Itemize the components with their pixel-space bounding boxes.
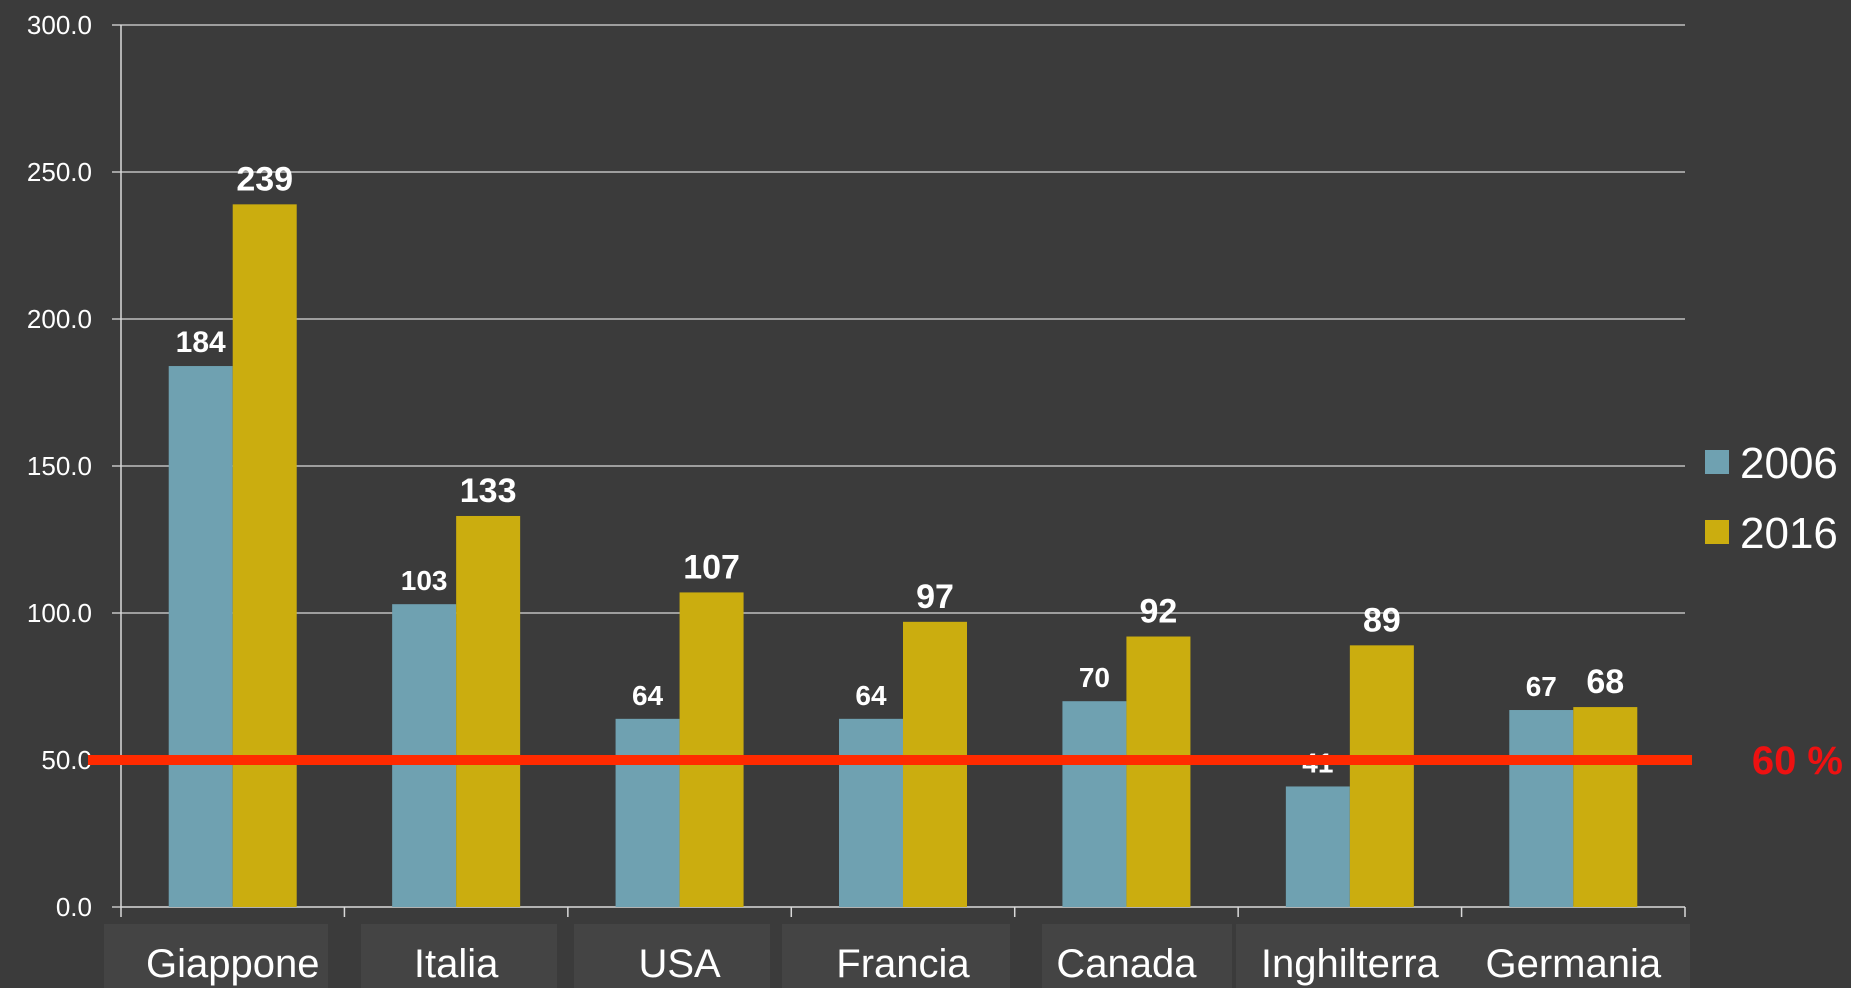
legend-swatch-2006	[1705, 450, 1729, 474]
bars	[168, 204, 1638, 908]
axes: 0.0 50.0 100.0 150.0 200.0 250.0 300.0	[27, 10, 1686, 922]
legend-label-2016: 2016	[1740, 509, 1838, 558]
category-box-germania	[1462, 924, 1690, 988]
data-label-2006-italia: 103	[401, 565, 448, 596]
data-label-2006-canada: 70	[1079, 662, 1110, 693]
bar-2016-giappone	[232, 204, 297, 908]
data-label-2016-germania: 68	[1586, 663, 1624, 701]
y-tick-label: 100.0	[27, 598, 92, 628]
category-box-giappone	[104, 924, 328, 988]
data-label-2006-francia: 64	[855, 680, 887, 711]
reference-line-group: 60 %	[88, 739, 1843, 783]
category-box-usa	[574, 924, 770, 988]
category-box-italia	[361, 924, 557, 988]
data-label-2016-canada: 92	[1140, 593, 1178, 631]
data-label-2016-usa: 107	[683, 548, 740, 586]
data-label-2016-inghilterra: 89	[1363, 601, 1401, 639]
y-tick-label: 50.0	[41, 745, 92, 775]
category-box-canada	[1042, 924, 1232, 988]
category-label-giappone: Giappone	[146, 942, 319, 986]
category-box-francia	[782, 924, 1010, 988]
bar-2006-inghilterra	[1285, 786, 1350, 907]
y-tick-label: 150.0	[27, 451, 92, 481]
category-label-inghilterra: Inghilterra	[1261, 942, 1440, 986]
y-tick-label: 300.0	[27, 10, 92, 40]
data-label-2016-francia: 97	[916, 578, 954, 616]
bar-2016-usa	[679, 592, 744, 907]
category-label-canada: Canada	[1056, 942, 1197, 986]
category-labels: Giappone Italia USA Francia Canada Inghilterr…	[104, 924, 1690, 988]
data-label-2006-giappone: 184	[176, 326, 226, 359]
data-label-2016-giappone: 239	[236, 160, 293, 198]
reference-line-label: 60 %	[1752, 739, 1843, 783]
bar-2016-inghilterra	[1349, 645, 1414, 907]
legend-swatch-2016	[1705, 520, 1729, 544]
y-tick-label: 0.0	[56, 892, 92, 922]
legend-label-2006: 2006	[1740, 439, 1838, 488]
category-label-germania: Germania	[1485, 942, 1661, 986]
data-label-2006-usa: 64	[632, 680, 664, 711]
bar-2006-germania	[1509, 710, 1574, 907]
bar-2006-canada	[1062, 701, 1127, 907]
bar-2006-usa	[615, 718, 680, 907]
category-label-francia: Francia	[836, 942, 970, 986]
data-labels: 184239103133641076497709241896768	[176, 160, 1625, 778]
y-tick-label: 250.0	[27, 157, 92, 187]
category-label-usa: USA	[638, 942, 721, 986]
bar-2006-francia	[839, 718, 903, 907]
y-tick-label: 200.0	[27, 304, 92, 334]
bar-2016-italia	[456, 515, 521, 907]
data-label-2016-italia: 133	[460, 472, 517, 510]
category-box-inghilterra	[1236, 924, 1462, 988]
legend: 2006 2016	[1705, 439, 1838, 558]
bar-2016-germania	[1573, 707, 1638, 907]
bar-2016-canada	[1126, 636, 1191, 907]
data-label-2006-germania: 67	[1526, 671, 1557, 702]
category-label-italia: Italia	[414, 942, 499, 986]
bar-2006-giappone	[168, 366, 233, 907]
